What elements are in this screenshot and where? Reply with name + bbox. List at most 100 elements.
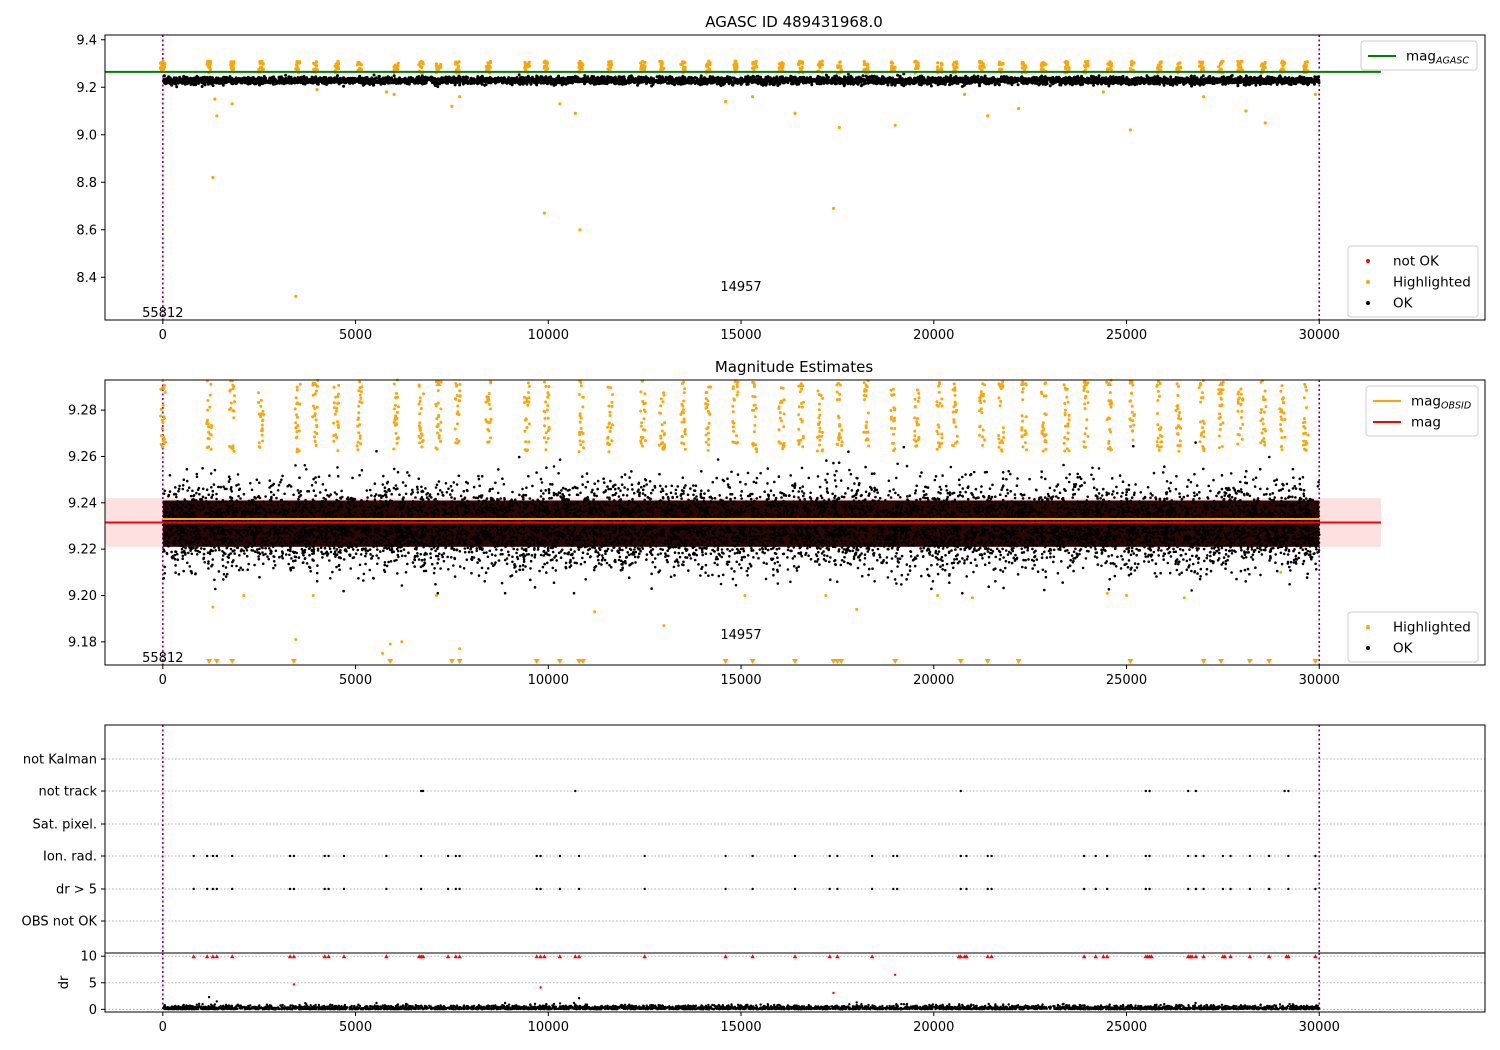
x-tick-label: 30000 bbox=[1299, 673, 1340, 688]
clip-marker-top bbox=[1106, 381, 1113, 386]
dr-clipped-marker bbox=[1247, 954, 1253, 959]
flag-label: dr > 5 bbox=[56, 883, 97, 898]
dr-clipped-marker bbox=[457, 954, 462, 959]
legend-label: OK bbox=[1393, 296, 1414, 312]
legend-label: Highlighted bbox=[1393, 620, 1471, 636]
y-tick-label: 10 bbox=[80, 950, 97, 965]
x-tick-label: 10000 bbox=[528, 328, 569, 343]
y-tick-label: 8.6 bbox=[76, 223, 97, 238]
x-tick-label: 0 bbox=[159, 1020, 167, 1035]
dr-clipped-marker bbox=[958, 954, 963, 959]
x-tick-label: 25000 bbox=[1106, 673, 1147, 688]
legend-label: OK bbox=[1393, 641, 1414, 657]
dr-clipped-marker bbox=[573, 954, 578, 959]
dr-clipped-marker bbox=[1313, 954, 1318, 959]
dr-clipped-marker bbox=[1286, 954, 1291, 959]
agasc-obs-labels: 55812 14957 bbox=[142, 280, 762, 321]
legend-marker bbox=[1366, 280, 1370, 284]
clip-marker-bottom bbox=[957, 659, 964, 664]
dr-clipped-marker bbox=[1193, 954, 1199, 959]
dr-clipped-marker bbox=[989, 954, 994, 959]
dr-axis-label: dr bbox=[57, 975, 72, 989]
highlighted-outliers bbox=[211, 87, 1317, 298]
y-tick-label: 9.24 bbox=[68, 496, 97, 511]
magnitude-panel-title: Magnitude Estimates bbox=[715, 358, 873, 376]
obs-label: 14957 bbox=[720, 628, 761, 643]
agasc-legend-box bbox=[1360, 40, 1478, 71]
dr-clipped-marker bbox=[542, 954, 547, 959]
clip-marker-bottom bbox=[1266, 659, 1273, 664]
dr-clipped-marker bbox=[1222, 954, 1228, 959]
dr-clipped-marker bbox=[792, 954, 798, 959]
dr-clipped-marker bbox=[453, 954, 458, 959]
dr-clipped-marker bbox=[230, 954, 235, 959]
y-tick-label: 9.2 bbox=[76, 81, 97, 96]
dr-clipped-marker bbox=[1101, 954, 1106, 959]
y-tick-label: 9.0 bbox=[76, 128, 97, 143]
dr-clipped-marker bbox=[210, 954, 216, 959]
y-tick-label: 9.18 bbox=[68, 635, 97, 650]
dr-clipped-marker bbox=[538, 954, 543, 959]
clip-marker-bottom bbox=[984, 659, 991, 664]
clip-marker-bottom bbox=[533, 659, 540, 664]
magnitude-panel-data bbox=[105, 378, 1381, 665]
dr-clipped-marker bbox=[341, 954, 347, 959]
flag-points-dr > 5 bbox=[192, 887, 1317, 891]
axes-frame bbox=[104, 724, 1486, 953]
clip-marker-bottom bbox=[892, 659, 899, 664]
obs-label: 55812 bbox=[142, 306, 183, 321]
dr-clipped-marker bbox=[1266, 954, 1272, 959]
clip-marker-bottom bbox=[556, 659, 563, 664]
clip-marker-top bbox=[1217, 381, 1224, 386]
y-tick-label: 9.22 bbox=[68, 543, 97, 558]
y-tick-label: 0 bbox=[89, 1003, 97, 1018]
dr-clipped-marker bbox=[326, 954, 331, 959]
dr-clipped-marker bbox=[835, 954, 840, 959]
dr-clipped-marker bbox=[1189, 954, 1195, 959]
clip-marker-bottom bbox=[1200, 659, 1207, 664]
legend-label: not OK bbox=[1393, 254, 1440, 270]
dr-clipped-marker bbox=[723, 954, 728, 959]
x-tick-label: 10000 bbox=[528, 673, 569, 688]
clip-marker-top bbox=[435, 381, 442, 386]
flags-panel-data bbox=[105, 725, 1485, 953]
clip-marker-bottom bbox=[1217, 659, 1224, 664]
dr-clipped-marker bbox=[750, 954, 755, 959]
obs-label: 14957 bbox=[720, 280, 761, 295]
x-tick-label: 20000 bbox=[913, 328, 954, 343]
y-tick-label: 5 bbox=[89, 976, 97, 991]
dr-panel-axes: 0 5000 10000 15000 20000 25000 30000 0 5 10 dr bbox=[57, 950, 1486, 1035]
axes-frame bbox=[104, 379, 1486, 666]
status-legend-box bbox=[1347, 611, 1479, 663]
dr-clipped-marker bbox=[1149, 954, 1154, 959]
clip-marker-bottom bbox=[749, 659, 756, 664]
x-tick-label: 15000 bbox=[720, 673, 761, 688]
magnitude-obs-labels: 55812 14957 bbox=[142, 628, 762, 666]
dr-clipped-marker bbox=[1228, 954, 1233, 959]
legend-marker bbox=[1366, 301, 1370, 305]
clip-marker-bottom bbox=[838, 659, 845, 664]
dr-clipped-marker bbox=[1105, 954, 1110, 959]
dr-clipped-marker bbox=[291, 954, 297, 959]
y-tick-label: 9.4 bbox=[76, 33, 97, 48]
clip-marker-bottom bbox=[290, 659, 297, 664]
dr-clipped-marker bbox=[287, 954, 293, 959]
dr-clipped-marker bbox=[214, 954, 219, 959]
ok-points bbox=[162, 441, 1321, 595]
x-tick-label: 5000 bbox=[339, 673, 372, 688]
dr-red-points bbox=[292, 973, 897, 995]
status-legend-box bbox=[1347, 245, 1479, 318]
x-tick-label: 5000 bbox=[339, 328, 372, 343]
dr-clipped-marker bbox=[1201, 954, 1206, 959]
agasc-panel-title: AGASC ID 489431968.0 bbox=[705, 13, 883, 31]
x-tick-label: 5000 bbox=[339, 1020, 372, 1035]
dr-clipped-marker bbox=[1093, 954, 1098, 959]
y-tick-label: 9.20 bbox=[68, 589, 97, 604]
agasc-panel-data bbox=[105, 35, 1381, 320]
clip-marker-bottom bbox=[229, 659, 236, 664]
clip-marker-bottom bbox=[834, 659, 841, 664]
y-tick-label: 8.4 bbox=[76, 271, 97, 286]
